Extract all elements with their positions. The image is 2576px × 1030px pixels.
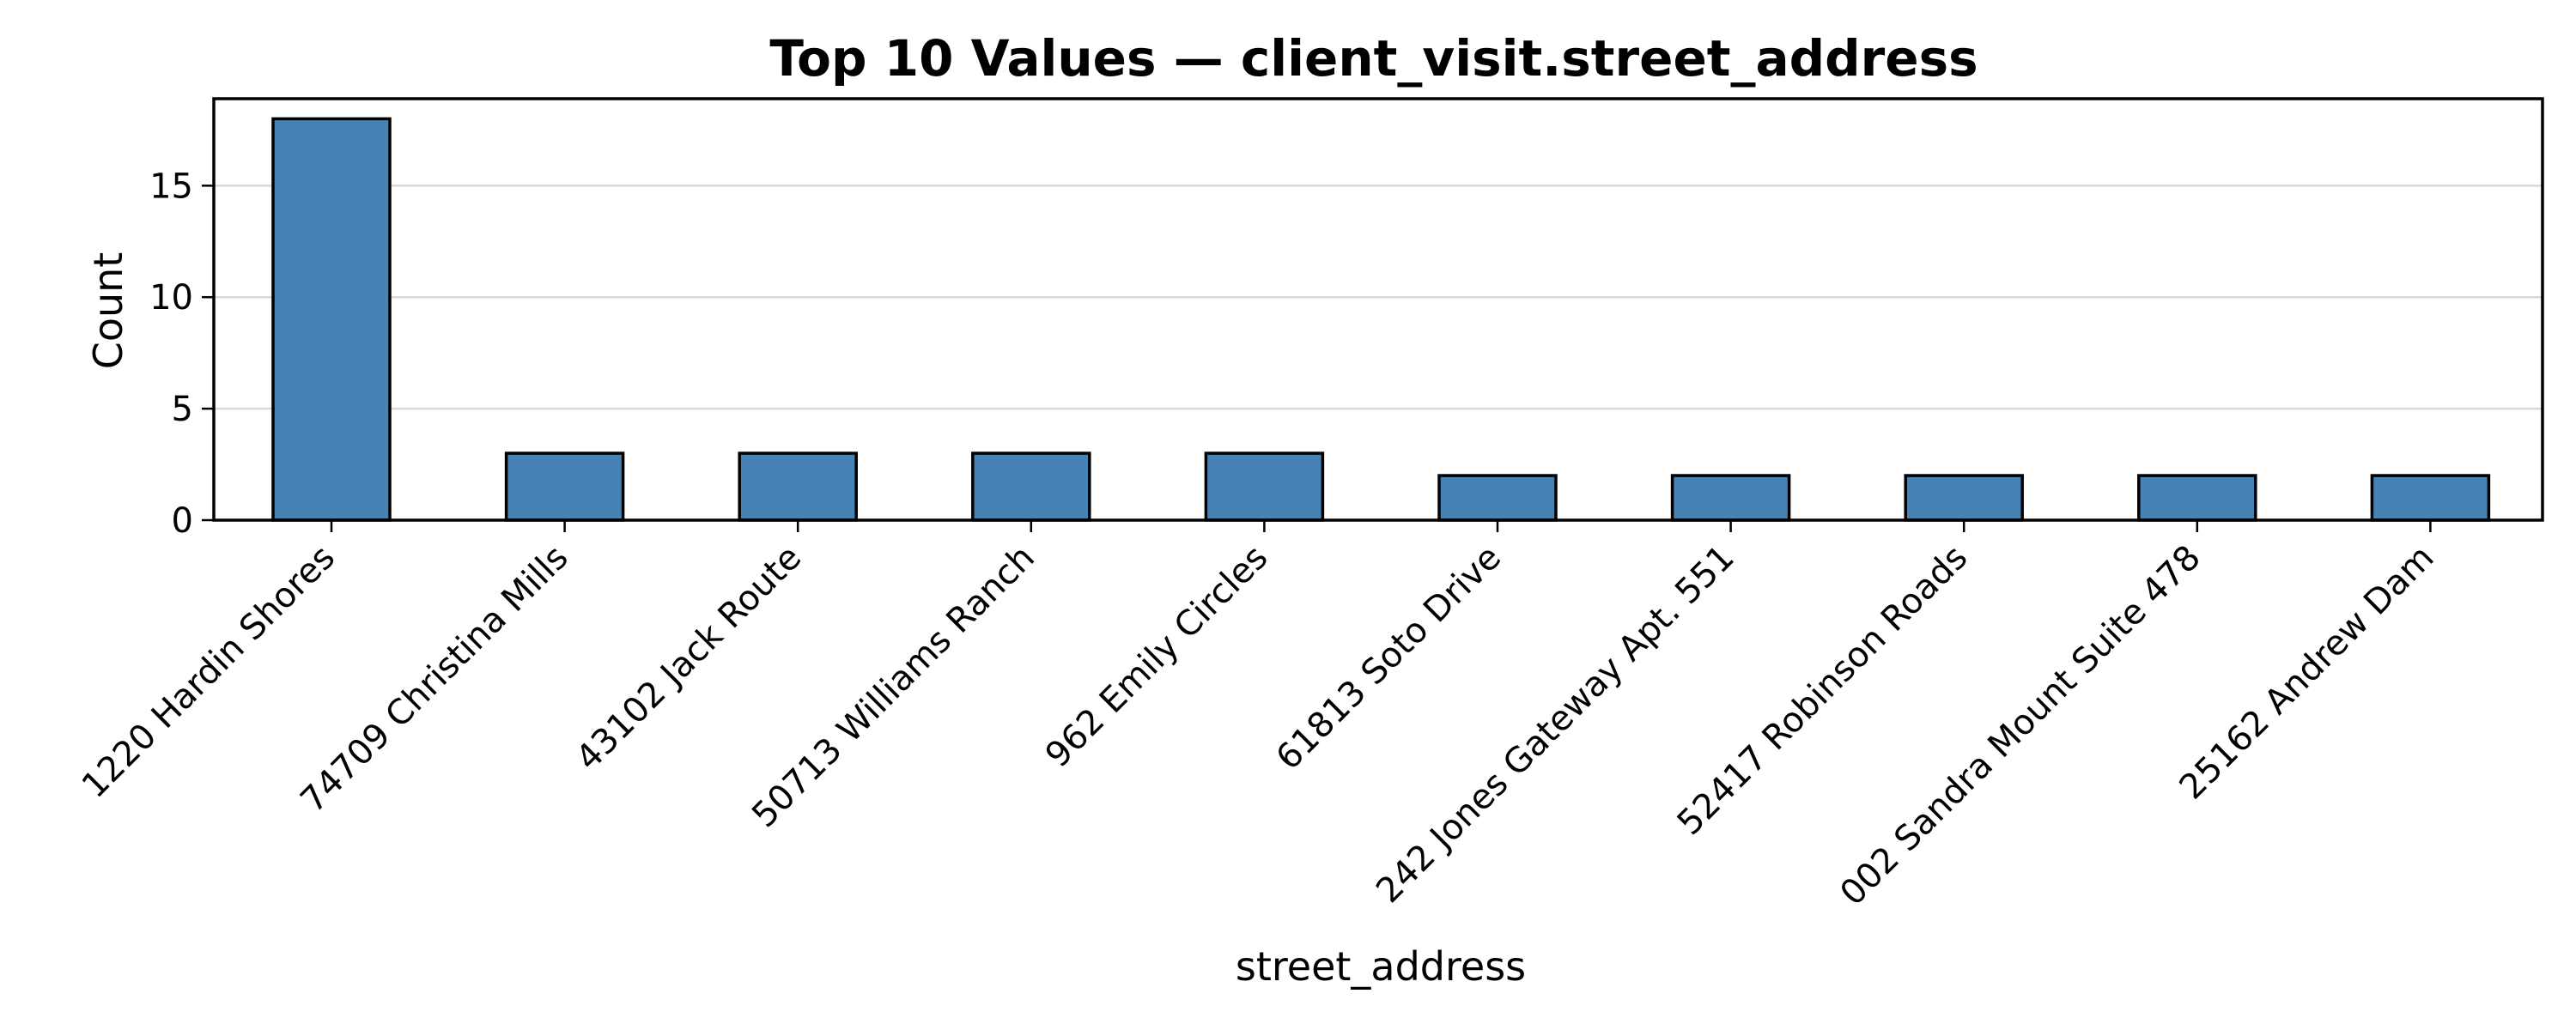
x-tick-label: 962 Emily Circles: [1038, 538, 1276, 776]
x-tick-label: 25162 Andrew Dam: [2172, 538, 2442, 808]
y-tick-label: 5: [172, 390, 193, 429]
y-tick-label: 10: [149, 278, 193, 318]
x-tick-label: 74709 Christina Mills: [293, 538, 575, 821]
x-tick-label: 43102 Jack Route: [568, 538, 809, 779]
bar: [738, 451, 858, 522]
bars: [271, 117, 2491, 522]
bar: [1204, 451, 1325, 522]
y-axis-ticks: 0 5 10 15: [149, 167, 214, 541]
bar: [971, 451, 1091, 522]
bar: [2370, 474, 2491, 522]
y-axis-label: Count: [85, 252, 131, 370]
bar: [1904, 474, 2024, 522]
chart-title: Top 10 Values — client_visit.street_addr…: [769, 29, 1978, 88]
x-tick-label: 1220 Hardin Shores: [75, 538, 343, 806]
bar: [271, 117, 392, 522]
x-tick-label: 002 Sandra Mount Suite 478: [1832, 538, 2208, 913]
grid-lines: [214, 185, 2543, 410]
plot-frame: [212, 97, 2544, 522]
bar: [2137, 474, 2257, 522]
x-axis-label: street_address: [1236, 943, 1526, 990]
bar: [1670, 474, 1791, 522]
y-tick-label: 0: [172, 501, 193, 541]
bar: [1437, 474, 1558, 522]
bar: [504, 451, 625, 522]
y-tick-label: 15: [149, 167, 193, 206]
x-tick-label: 61813 Soto Drive: [1269, 538, 1510, 779]
